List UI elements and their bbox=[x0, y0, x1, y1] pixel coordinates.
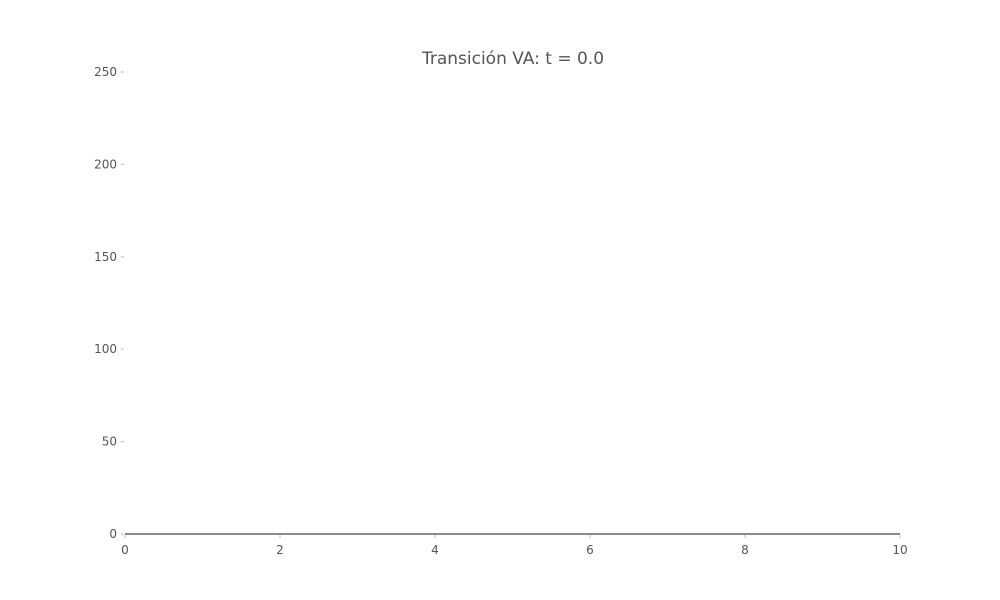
y-tick-label: 200 bbox=[94, 157, 117, 171]
y-tick-label: 250 bbox=[94, 65, 117, 79]
x-tick-label: 4 bbox=[431, 543, 439, 557]
chart-title: Transición VA: t = 0.0 bbox=[421, 49, 604, 69]
y-tick-label: 100 bbox=[94, 342, 117, 356]
x-tick-label: 6 bbox=[586, 543, 594, 557]
x-tick-label: 10 bbox=[892, 543, 907, 557]
x-tick-label: 8 bbox=[741, 543, 749, 557]
y-tick-label: 0 bbox=[109, 527, 117, 541]
x-axis: 0 2 4 6 8 10 bbox=[121, 535, 908, 557]
x-tick-label: 2 bbox=[276, 543, 284, 557]
y-tick-label: 50 bbox=[102, 435, 117, 449]
x-tick-label: 0 bbox=[121, 543, 129, 557]
y-tick-label: 150 bbox=[94, 250, 117, 264]
y-axis: 0 50 100 150 200 250 bbox=[94, 65, 124, 541]
